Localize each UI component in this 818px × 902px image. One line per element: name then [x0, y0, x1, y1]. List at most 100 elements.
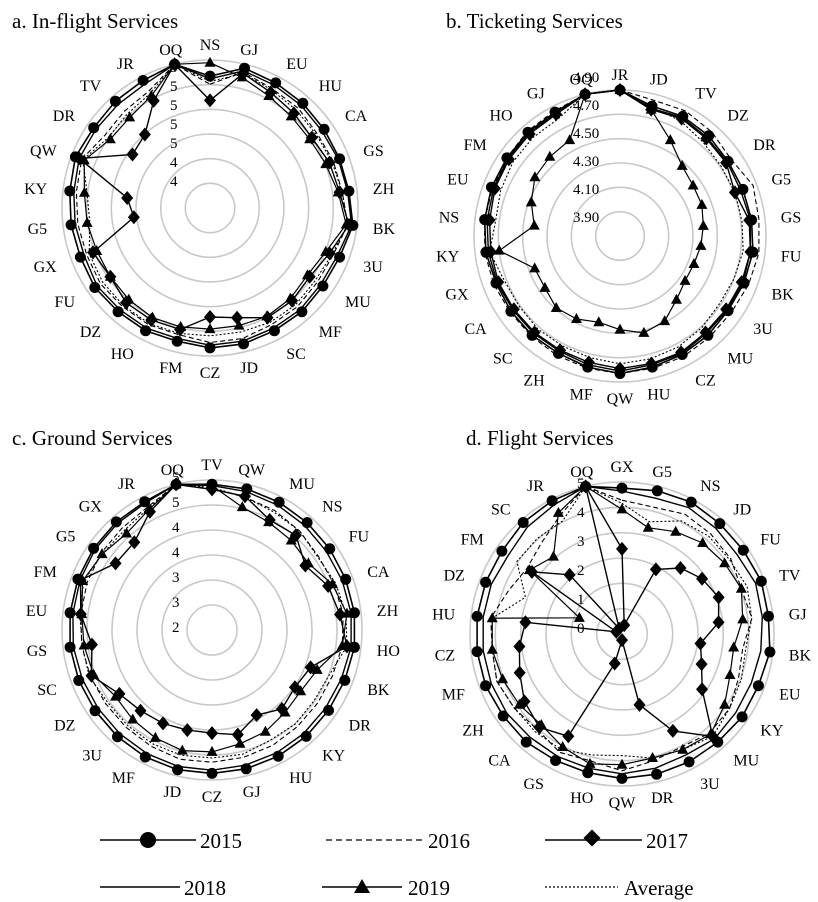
- series-line-2018: [486, 89, 752, 372]
- data-point-2017: [109, 556, 122, 571]
- grid-ring: [469, 481, 775, 787]
- category-label-eu: EU: [447, 172, 469, 189]
- category-label-mf: MF: [570, 386, 593, 403]
- category-label-ho: HO: [489, 108, 512, 125]
- data-point-2015: [764, 646, 776, 658]
- data-point-2015: [270, 77, 282, 89]
- data-point-2019: [77, 574, 89, 585]
- legend-label-2019: 2019: [408, 876, 450, 900]
- category-label-mf: MF: [319, 324, 342, 341]
- category-label-mu: MU: [727, 350, 753, 367]
- category-label-mf: MF: [442, 687, 465, 704]
- data-point-2019: [557, 741, 569, 752]
- data-point-2017: [206, 726, 218, 741]
- legend-label-2015: 2015: [200, 829, 242, 853]
- data-point-2019: [88, 668, 100, 679]
- data-point-2019: [614, 323, 626, 334]
- data-point-2015: [64, 185, 76, 197]
- category-label-g5: G5: [652, 464, 672, 481]
- data-point-2019: [146, 311, 158, 322]
- category-label-bk: BK: [789, 647, 812, 664]
- grid-ring: [473, 89, 767, 383]
- category-label-qw: QW: [30, 143, 58, 160]
- category-label-3u: 3U: [82, 747, 102, 764]
- category-label-sc: SC: [286, 346, 306, 363]
- data-point-2019: [737, 613, 749, 624]
- data-point-2019: [697, 219, 709, 230]
- data-point-2019: [341, 607, 353, 618]
- category-label-fu: FU: [55, 294, 76, 311]
- category-label-cz: CZ: [435, 647, 455, 664]
- data-point-2019: [233, 319, 245, 330]
- data-point-2019: [311, 663, 323, 674]
- data-point-2017: [674, 561, 687, 576]
- data-point-2015: [300, 730, 312, 742]
- data-point-2019: [679, 274, 691, 285]
- data-point-2017: [333, 607, 346, 622]
- data-point-2019: [124, 111, 136, 122]
- legend-marker-triangle: [354, 879, 370, 893]
- data-point-2019: [544, 150, 556, 161]
- category-label-jr: JR: [118, 476, 135, 493]
- grid-ring: [110, 108, 310, 308]
- category-label-zh: ZH: [373, 181, 395, 198]
- series-line-average: [79, 483, 348, 759]
- data-point-2019: [261, 310, 273, 321]
- category-label-jr: JR: [612, 67, 629, 84]
- data-point-2019: [659, 315, 671, 326]
- data-point-2017: [562, 729, 575, 744]
- data-point-2019: [96, 548, 108, 559]
- category-label-hu: HU: [647, 386, 671, 403]
- category-label-gs: GS: [363, 143, 383, 160]
- data-point-2017: [616, 541, 628, 556]
- series-line-2018: [482, 485, 763, 775]
- category-label-cz: CZ: [200, 365, 220, 382]
- grid-ring: [186, 604, 238, 656]
- data-point-2015: [89, 705, 101, 717]
- category-label-ho: HO: [111, 346, 134, 363]
- data-point-2017: [127, 210, 140, 225]
- data-point-2019: [284, 292, 296, 303]
- category-label-gs: GS: [781, 210, 801, 227]
- data-point-2019: [234, 737, 246, 748]
- data-point-2017: [488, 181, 501, 196]
- data-point-2015: [651, 485, 663, 497]
- data-point-2019: [642, 521, 654, 532]
- category-label-gx: GX: [610, 459, 634, 476]
- grid-ring: [570, 186, 670, 286]
- radial-tick-label: 1: [577, 592, 585, 608]
- category-label-zh: ZH: [523, 372, 545, 389]
- grid-ring: [570, 582, 674, 686]
- data-point-2015: [89, 282, 101, 293]
- category-label-ns: NS: [322, 499, 342, 516]
- data-point-2019: [320, 245, 332, 256]
- category-label-gj: GJ: [789, 607, 807, 624]
- data-point-2019: [285, 534, 297, 545]
- category-label-dr: DR: [753, 137, 776, 154]
- data-point-2019: [735, 582, 747, 593]
- data-point-2015: [752, 680, 764, 692]
- legend-marker-diamond: [583, 829, 601, 847]
- data-point-2017: [675, 111, 688, 126]
- legend-label-2016: 2016: [428, 829, 470, 853]
- data-point-2019: [579, 88, 591, 99]
- category-label-ho: HO: [570, 790, 593, 807]
- radial-tick-label: 4.90: [573, 70, 599, 86]
- data-point-2019: [91, 244, 103, 255]
- category-label-ho: HO: [377, 643, 400, 660]
- category-label-gs: GS: [27, 643, 47, 660]
- legend-label-average: Average: [624, 876, 694, 900]
- data-point-2019: [236, 501, 248, 512]
- data-point-2015: [651, 768, 663, 780]
- data-point-2015: [471, 646, 483, 658]
- grid-ring: [136, 554, 288, 706]
- data-point-2019: [573, 611, 585, 622]
- data-point-2019: [204, 323, 216, 334]
- grid-ring: [497, 113, 743, 359]
- data-point-2019: [664, 134, 676, 145]
- data-point-2019: [616, 758, 628, 769]
- radial-tick-label: 4: [172, 520, 180, 536]
- data-point-2019: [104, 270, 116, 281]
